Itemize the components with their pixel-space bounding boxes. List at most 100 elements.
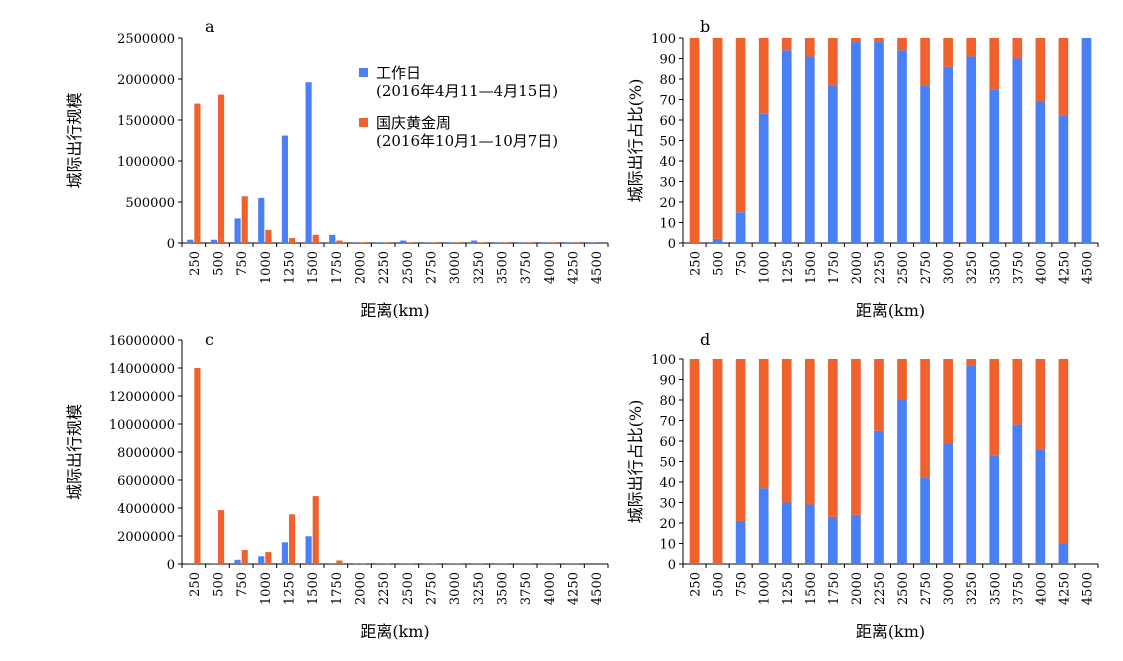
panel-d-xtick-label-15: 4000 xyxy=(1034,572,1049,605)
panel-c-ytick-label-0: 0 xyxy=(167,558,175,573)
panel-c-xtick-label-3: 1000 xyxy=(259,572,274,605)
panel-b: b 0 10 20 30 40 50 60 70 80 90 100 250 500 750 1000 1250… xyxy=(626,17,1099,320)
panel-d-ytick-label-4: 40 xyxy=(659,476,676,491)
panel-b-ytick-label-5: 50 xyxy=(659,135,676,150)
panel-b-bar-weekday-1000 xyxy=(758,113,769,243)
panel-d-bar-weekday-4000 xyxy=(1035,449,1046,564)
panel-a-bar-weekday-2750 xyxy=(423,242,430,243)
panel-d-bar-weekday-2250 xyxy=(874,430,884,564)
panel-c-bar-holiday-3250 xyxy=(478,563,485,564)
panel-b-xtick-label-13: 3500 xyxy=(988,251,1003,284)
panel-b-xtick-label-5: 1500 xyxy=(804,251,819,284)
panel-c-bar-holiday-250 xyxy=(194,368,201,564)
panel-d-bar-holiday-250 xyxy=(689,359,700,564)
panel-d-ytick-label-9: 90 xyxy=(659,374,676,389)
panel-b-xtick-label-11: 3000 xyxy=(942,251,957,284)
panel-c-xtick-label-13: 3500 xyxy=(496,572,511,605)
panel-c-xtick-label-10: 2750 xyxy=(425,572,440,605)
panel-a-xtick-label-14: 3750 xyxy=(519,251,534,284)
panel-d-bar-holiday-2000 xyxy=(851,359,861,515)
panel-a-xtick-label-7: 2000 xyxy=(354,251,369,284)
panel-a-xtick-label-15: 4000 xyxy=(543,251,558,284)
panel-c-xtick-label-0: 250 xyxy=(188,572,203,597)
panel-c-xtick-label-11: 3000 xyxy=(448,572,463,605)
panel-d-xtick-label-13: 3500 xyxy=(988,572,1003,605)
panel-b-bar-weekday-4500 xyxy=(1081,38,1092,243)
panel-d-xtick-label-1: 500 xyxy=(712,572,727,597)
panel-c-ytick-label-3: 6000000 xyxy=(117,474,175,489)
panel-d-xtick-label-8: 2250 xyxy=(873,572,888,605)
panel-d-bar-holiday-1000 xyxy=(758,359,769,489)
panel-c-xtick-label-4: 1250 xyxy=(283,572,298,605)
panel-c-bar-holiday-2750 xyxy=(431,563,438,564)
panel-d-xlabel: 距离(km) xyxy=(856,622,925,641)
panel-c-xtick-label-2: 750 xyxy=(235,572,250,597)
panel-c-bar-holiday-1750 xyxy=(336,560,343,564)
panel-b-xtick-label-9: 2500 xyxy=(896,251,911,284)
panel-a-xtick-label-11: 3000 xyxy=(448,251,463,284)
panel-a-bar-holiday-2250 xyxy=(383,242,390,243)
panel-b-xtick-label-17: 4500 xyxy=(1080,251,1095,284)
panel-b-bar-holiday-3250 xyxy=(966,38,977,57)
panel-b-bar-weekday-4000 xyxy=(1035,101,1046,243)
panel-b-xtick-label-14: 3750 xyxy=(1011,251,1026,284)
panel-d-label: d xyxy=(700,330,710,349)
panel-b-ytick-label-10: 100 xyxy=(651,32,676,47)
panel-a-bar-holiday-3750 xyxy=(525,242,532,243)
panel-c-ytick-label-1: 2000000 xyxy=(117,530,175,545)
panel-b-bar-weekday-3000 xyxy=(943,66,953,243)
panel-b-bar-weekday-4250 xyxy=(1058,115,1069,243)
panel-c-xtick-label-8: 2250 xyxy=(377,572,392,605)
panel-b-bar-holiday-250 xyxy=(689,38,700,243)
panel-a-bar-weekday-3250 xyxy=(471,240,478,243)
panel-b-xtick-label-6: 1750 xyxy=(827,251,842,284)
panel-a-label: a xyxy=(205,17,215,36)
panel-b-bar-holiday-4000 xyxy=(1035,38,1046,102)
legend-sub-holiday: (2016年10月1—10月7日) xyxy=(376,132,558,150)
panel-d-ytick-label-1: 10 xyxy=(659,538,676,553)
panel-c-bar-holiday-750 xyxy=(241,550,248,564)
panel-d-bar-weekday-2000 xyxy=(851,514,861,564)
panel-c-bar-weekday-3500 xyxy=(494,563,501,564)
panel-a-xtick-label-2: 750 xyxy=(235,251,250,276)
panel-a-bar-weekday-750 xyxy=(234,218,241,243)
panel-b-xtick-label-0: 250 xyxy=(689,251,704,276)
panel-c-bar-weekday-3250 xyxy=(471,563,478,564)
panel-d-xtick-label-6: 1750 xyxy=(827,572,842,605)
panel-a-bar-weekday-3750 xyxy=(518,242,525,243)
panel-b-xtick-label-12: 3250 xyxy=(965,251,980,284)
panel-b-bar-weekday-500 xyxy=(712,238,723,243)
panel-d-ytick-label-2: 20 xyxy=(659,517,676,532)
panel-d-bar-holiday-4000 xyxy=(1035,359,1046,450)
panel-b-xtick-label-7: 2000 xyxy=(850,251,865,284)
panel-c-bar-holiday-1000 xyxy=(265,552,272,564)
panel-d-xtick-label-5: 1500 xyxy=(804,572,819,605)
panel-a-xtick-label-3: 1000 xyxy=(259,251,274,284)
panel-c-bar-weekday-3000 xyxy=(447,563,454,564)
panel-b-bar-holiday-500 xyxy=(712,38,723,239)
panel-a-bar-weekday-1250 xyxy=(281,135,288,243)
panel-a-xtick-label-12: 3250 xyxy=(472,251,487,284)
panel-c-bar-weekday-2750 xyxy=(423,563,430,564)
panel-c-xtick-label-6: 1750 xyxy=(330,572,345,605)
panel-d-bar-holiday-3000 xyxy=(943,359,953,444)
panel-a-bar-weekday-3500 xyxy=(494,242,501,243)
panel-a-xtick-label-0: 250 xyxy=(188,251,203,276)
panel-a-ytick-label-4: 2000000 xyxy=(117,73,175,88)
legend-sub-weekday: (2016年4月11—4月15日) xyxy=(376,82,558,100)
panel-b-bar-weekday-750 xyxy=(735,212,746,243)
panel-d: d 0 10 20 30 40 50 60 70 80 90 100 250 500 750 1000 1250… xyxy=(626,330,1099,641)
panel-d-xtick-label-7: 2000 xyxy=(850,572,865,605)
panel-d-bar-holiday-750 xyxy=(735,359,746,521)
panel-a-bar-holiday-1500 xyxy=(312,234,319,243)
panel-c-ytick-label-6: 12000000 xyxy=(109,390,175,405)
panel-a-bar-holiday-3500 xyxy=(502,242,509,243)
panel-b-bar-holiday-1000 xyxy=(758,38,769,114)
panel-c-bar-weekday-250 xyxy=(187,563,194,564)
panel-a-xtick-label-6: 1750 xyxy=(330,251,345,284)
panel-b-bar-weekday-2000 xyxy=(851,42,861,243)
panel-c-ylabel: 城际出行规模 xyxy=(65,404,84,500)
panel-c-xtick-label-14: 3750 xyxy=(519,572,534,605)
panel-c-bar-holiday-4000 xyxy=(549,563,556,564)
panel-c-bar-weekday-500 xyxy=(210,563,217,564)
